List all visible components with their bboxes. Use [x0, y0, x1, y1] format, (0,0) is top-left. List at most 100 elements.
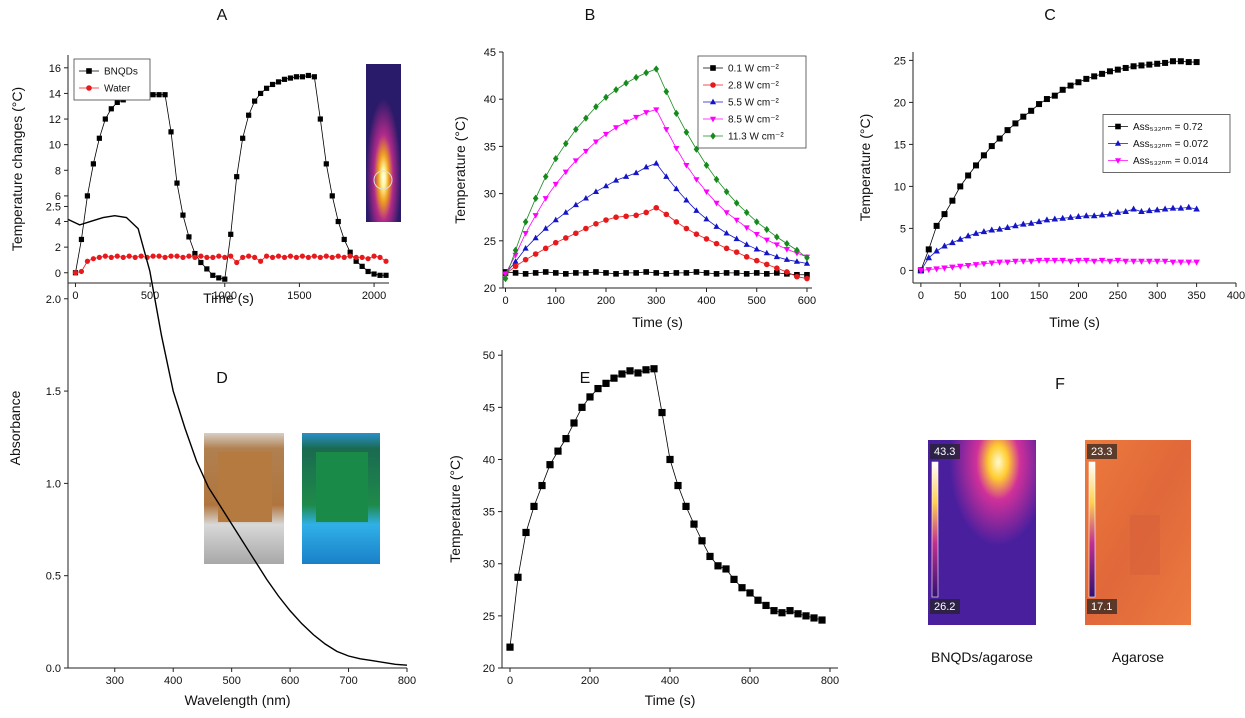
marker	[933, 222, 940, 229]
marker	[1146, 258, 1153, 265]
marker	[311, 253, 317, 259]
marker	[658, 408, 666, 417]
legend-marker	[1114, 158, 1122, 164]
marker	[682, 502, 690, 510]
x-tick-label: 100	[990, 290, 1008, 302]
marker	[643, 69, 649, 77]
panel-title: D	[216, 370, 228, 387]
marker	[168, 253, 174, 259]
panel-f-images	[928, 440, 1191, 625]
marker	[563, 139, 569, 148]
marker	[299, 74, 306, 80]
marker	[693, 207, 700, 213]
marker	[359, 263, 365, 269]
marker	[552, 155, 559, 163]
marker	[204, 266, 210, 272]
x-tick-label: 2000	[362, 290, 386, 302]
marker	[542, 196, 549, 202]
marker	[925, 246, 932, 253]
legend-marker	[86, 68, 92, 74]
marker	[804, 271, 810, 278]
marker	[102, 116, 108, 122]
marker	[1012, 258, 1019, 265]
marker	[1169, 58, 1176, 65]
marker	[763, 261, 770, 268]
marker	[723, 245, 730, 252]
y-tick-label: 0.0	[46, 663, 61, 675]
marker	[802, 612, 810, 620]
marker	[323, 253, 329, 259]
x-tick-label: 800	[398, 675, 416, 687]
marker	[653, 270, 660, 276]
legend-marker	[709, 116, 717, 123]
y-tick-label: 20	[894, 97, 906, 109]
marker	[512, 246, 519, 254]
x-tick-label: 500	[748, 295, 766, 307]
marker	[512, 270, 519, 276]
marker	[1035, 218, 1043, 225]
marker	[383, 272, 389, 278]
marker	[634, 369, 642, 377]
marker	[941, 265, 948, 272]
marker	[573, 230, 579, 237]
marker	[546, 461, 554, 469]
marker	[773, 253, 780, 260]
marker	[793, 258, 801, 264]
y-tick-label: 4	[55, 217, 61, 229]
x-tick-label: 100	[547, 295, 565, 307]
marker	[1138, 208, 1145, 214]
marker	[643, 163, 650, 170]
marker	[365, 256, 371, 262]
marker	[72, 270, 79, 276]
x-tick-label: 300	[106, 675, 124, 687]
y-axis-label: Temperature (°C)	[857, 114, 873, 222]
marker	[1130, 205, 1137, 212]
y-tick-label: 16	[49, 63, 61, 75]
marker	[305, 254, 311, 260]
marker	[623, 119, 630, 126]
marker	[78, 268, 85, 275]
panel-title: B	[585, 7, 596, 24]
legend-marker	[710, 65, 716, 71]
marker	[753, 218, 760, 226]
marker	[1138, 62, 1145, 69]
marker	[713, 240, 720, 247]
marker	[666, 455, 674, 464]
marker	[222, 254, 228, 260]
marker	[1153, 206, 1161, 213]
marker	[592, 188, 600, 194]
marker	[673, 185, 680, 192]
marker	[774, 233, 780, 241]
legend-label: 5.5 W cm⁻²	[728, 98, 780, 109]
marker	[323, 161, 329, 167]
marker	[198, 253, 204, 259]
marker	[653, 160, 660, 166]
marker	[522, 218, 529, 226]
x-tick-label: 600	[798, 295, 816, 307]
marker	[650, 365, 658, 373]
marker	[794, 273, 800, 280]
x-tick-label: 500	[222, 675, 240, 687]
marker	[120, 254, 126, 260]
marker	[1161, 205, 1169, 212]
x-tick-label: 0	[502, 295, 508, 307]
marker	[1122, 64, 1129, 71]
marker	[1138, 258, 1145, 265]
marker	[204, 254, 210, 260]
marker	[562, 209, 569, 215]
marker	[96, 254, 102, 260]
marker	[1067, 258, 1074, 265]
marker	[1114, 257, 1122, 264]
y-tick-label: 20	[483, 663, 495, 675]
marker	[1122, 208, 1130, 214]
marker	[102, 253, 108, 259]
legend-label: Ass₅₃₂ₙₘ = 0.014	[1133, 156, 1209, 167]
x-tick-label: 400	[697, 295, 715, 307]
marker	[522, 271, 529, 277]
marker	[794, 246, 800, 254]
marker	[522, 528, 530, 537]
marker	[1043, 257, 1051, 264]
marker	[1185, 203, 1193, 210]
marker	[216, 275, 222, 281]
marker	[572, 201, 579, 208]
